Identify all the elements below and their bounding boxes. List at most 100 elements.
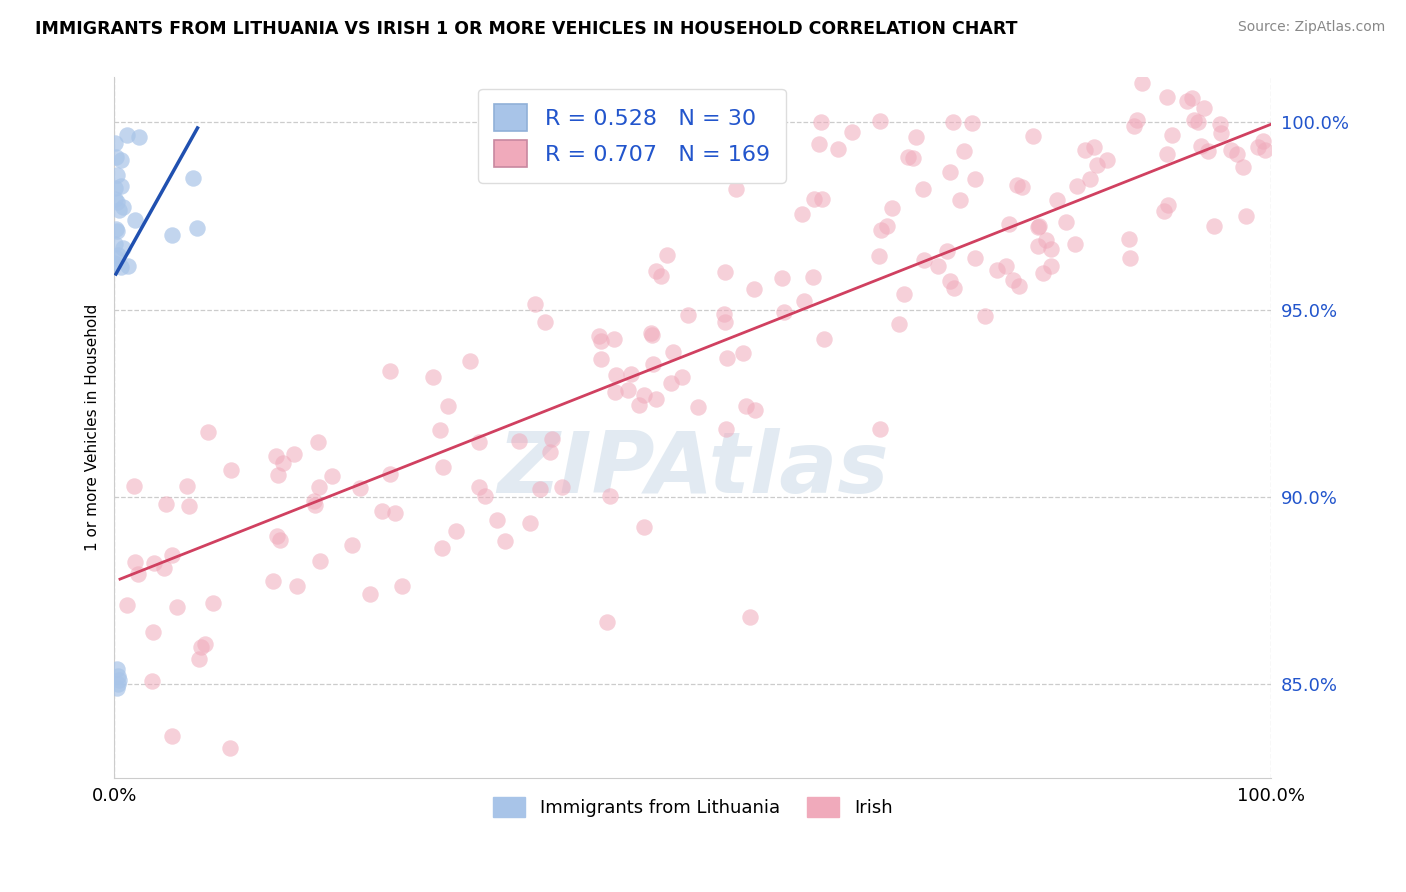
Point — [655, 248, 678, 262]
Point — [541, 432, 564, 446]
Point — [115, 128, 138, 142]
Point — [761, 137, 783, 152]
Point — [104, 251, 127, 265]
Point — [378, 364, 401, 378]
Point — [688, 401, 710, 415]
Point — [523, 297, 546, 311]
Point — [1046, 194, 1069, 208]
Point — [1040, 242, 1063, 256]
Point — [1209, 126, 1232, 140]
Point — [813, 332, 835, 346]
Point — [264, 449, 287, 463]
Point — [603, 385, 626, 400]
Point — [371, 504, 394, 518]
Point — [202, 596, 225, 610]
Point — [1078, 171, 1101, 186]
Point — [1002, 273, 1025, 287]
Point — [304, 499, 326, 513]
Point — [155, 497, 177, 511]
Point — [143, 556, 166, 570]
Point — [142, 624, 165, 639]
Point — [176, 479, 198, 493]
Point — [963, 251, 986, 265]
Point — [938, 275, 960, 289]
Point — [927, 259, 949, 273]
Point — [1126, 113, 1149, 128]
Point — [713, 307, 735, 321]
Point — [724, 182, 747, 196]
Point — [869, 223, 891, 237]
Point — [1107, 17, 1129, 31]
Point — [1083, 140, 1105, 154]
Point — [321, 468, 343, 483]
Point — [1156, 147, 1178, 161]
Point — [893, 286, 915, 301]
Point — [391, 579, 413, 593]
Point — [1194, 101, 1216, 115]
Point — [160, 228, 183, 243]
Point — [519, 516, 541, 530]
Point — [187, 652, 209, 666]
Point — [153, 561, 176, 575]
Point — [627, 398, 650, 412]
Point — [986, 262, 1008, 277]
Point — [359, 587, 381, 601]
Point — [308, 480, 330, 494]
Point — [841, 125, 863, 139]
Point — [876, 219, 898, 234]
Text: IMMIGRANTS FROM LITHUANIA VS IRISH 1 OR MORE VEHICLES IN HOUSEHOLD CORRELATION C: IMMIGRANTS FROM LITHUANIA VS IRISH 1 OR … — [35, 20, 1018, 37]
Point — [486, 513, 509, 527]
Point — [1035, 233, 1057, 247]
Point — [1005, 178, 1028, 192]
Point — [105, 194, 128, 209]
Point — [1022, 129, 1045, 144]
Point — [304, 493, 326, 508]
Point — [1202, 219, 1225, 233]
Point — [266, 529, 288, 543]
Point — [1175, 95, 1198, 109]
Point — [128, 130, 150, 145]
Point — [869, 422, 891, 436]
Point — [770, 271, 793, 285]
Y-axis label: 1 or more Vehicles in Household: 1 or more Vehicles in Household — [86, 304, 100, 551]
Point — [111, 241, 134, 255]
Point — [444, 524, 467, 539]
Point — [716, 351, 738, 365]
Point — [643, 357, 665, 371]
Point — [160, 730, 183, 744]
Point — [588, 329, 610, 343]
Point — [790, 207, 813, 221]
Point — [508, 434, 530, 448]
Point — [1063, 237, 1085, 252]
Point — [1156, 90, 1178, 104]
Point — [801, 269, 824, 284]
Point — [104, 136, 127, 150]
Point — [936, 244, 959, 258]
Point — [107, 677, 129, 691]
Point — [869, 114, 891, 128]
Point — [661, 344, 683, 359]
Point — [1192, 53, 1215, 67]
Point — [1181, 91, 1204, 105]
Point — [676, 308, 699, 322]
Point — [107, 669, 129, 683]
Point — [671, 369, 693, 384]
Point — [603, 332, 626, 346]
Point — [740, 609, 762, 624]
Point — [1189, 139, 1212, 153]
Point — [117, 599, 139, 613]
Point — [734, 115, 756, 129]
Point — [110, 260, 132, 275]
Point — [699, 144, 721, 158]
Text: ZIPAtlas: ZIPAtlas — [496, 428, 889, 511]
Point — [430, 541, 453, 556]
Point — [458, 353, 481, 368]
Point — [965, 172, 987, 186]
Point — [429, 423, 451, 437]
Point — [716, 422, 738, 436]
Point — [534, 315, 557, 329]
Point — [104, 236, 127, 251]
Point — [721, 138, 744, 153]
Point — [110, 153, 132, 168]
Point — [617, 383, 640, 397]
